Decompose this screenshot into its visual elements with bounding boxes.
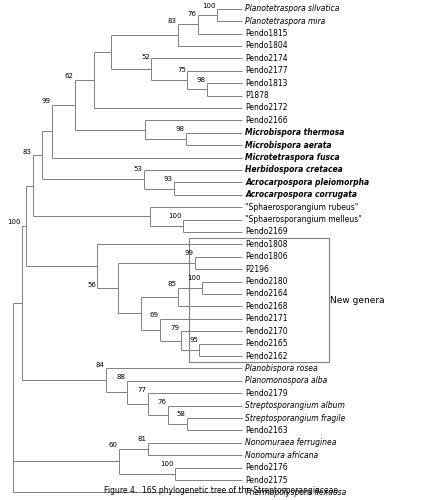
Text: 99: 99 <box>41 98 50 104</box>
Text: P2196: P2196 <box>245 264 269 274</box>
Text: Microbispora aerata: Microbispora aerata <box>245 140 332 149</box>
Text: 76: 76 <box>187 12 197 18</box>
Text: Pendo2176: Pendo2176 <box>245 463 288 472</box>
Text: Pendo2164: Pendo2164 <box>245 290 288 298</box>
Text: 84: 84 <box>95 362 104 368</box>
Text: Pendo2168: Pendo2168 <box>245 302 288 311</box>
Text: Acrocarpospora corrugata: Acrocarpospora corrugata <box>245 190 357 200</box>
Text: 52: 52 <box>141 54 150 60</box>
Text: 95: 95 <box>189 337 198 343</box>
Text: 88: 88 <box>116 374 125 380</box>
Text: Planotetraspora mira: Planotetraspora mira <box>245 16 325 26</box>
Text: Pendo2179: Pendo2179 <box>245 388 288 398</box>
Text: 58: 58 <box>177 412 186 418</box>
Text: "Sphaerosporangium melleus": "Sphaerosporangium melleus" <box>245 215 362 224</box>
Text: Pendo1808: Pendo1808 <box>245 240 288 249</box>
Text: 56: 56 <box>87 282 96 288</box>
Text: Pendo2169: Pendo2169 <box>245 228 288 236</box>
Text: Pendo2171: Pendo2171 <box>245 314 288 324</box>
Text: Thermopolyspora flexuosa: Thermopolyspora flexuosa <box>245 488 346 497</box>
Text: 83: 83 <box>167 18 176 24</box>
Text: Pendo2172: Pendo2172 <box>245 104 288 112</box>
Text: 69: 69 <box>149 312 159 318</box>
Text: Streptosporangium fragile: Streptosporangium fragile <box>245 414 345 422</box>
Text: 60: 60 <box>109 442 118 448</box>
Text: 81: 81 <box>137 436 147 442</box>
Text: Pendo2165: Pendo2165 <box>245 339 288 348</box>
Text: Planomonospora alba: Planomonospora alba <box>245 376 327 386</box>
Text: Pendo2174: Pendo2174 <box>245 54 288 63</box>
Text: New genera: New genera <box>330 296 385 304</box>
Text: 62: 62 <box>64 74 73 80</box>
Text: Microbispora thermosa: Microbispora thermosa <box>245 128 345 138</box>
Text: Pendo1815: Pendo1815 <box>245 29 288 38</box>
Text: 100: 100 <box>187 275 201 281</box>
Text: 53: 53 <box>134 166 143 172</box>
Text: Nonomura africana: Nonomura africana <box>245 450 318 460</box>
Text: Planobispora rosea: Planobispora rosea <box>245 364 318 373</box>
Text: 100: 100 <box>160 461 173 467</box>
Text: 100: 100 <box>202 3 216 9</box>
Text: Pendo1813: Pendo1813 <box>245 78 288 88</box>
Text: 100: 100 <box>7 220 20 226</box>
Text: Planotetraspora silvatica: Planotetraspora silvatica <box>245 4 340 14</box>
Text: Pendo2177: Pendo2177 <box>245 66 288 76</box>
Text: 85: 85 <box>167 281 176 287</box>
Text: 83: 83 <box>22 148 32 154</box>
Text: Pendo2170: Pendo2170 <box>245 326 288 336</box>
Text: Figure 4.  16S phylogenetic tree of the Streptosporangiaceae.: Figure 4. 16S phylogenetic tree of the S… <box>104 486 340 495</box>
Text: Acrocarpospora pleiomorpha: Acrocarpospora pleiomorpha <box>245 178 369 187</box>
Text: 76: 76 <box>158 399 167 405</box>
Text: Herbidospora cretacea: Herbidospora cretacea <box>245 166 343 174</box>
Text: Microtetraspora fusca: Microtetraspora fusca <box>245 153 340 162</box>
Text: Pendo1804: Pendo1804 <box>245 42 288 50</box>
Text: 99: 99 <box>185 250 194 256</box>
Text: 98: 98 <box>197 76 206 82</box>
Text: 98: 98 <box>175 126 184 132</box>
Text: Nonomuraea ferruginea: Nonomuraea ferruginea <box>245 438 337 448</box>
Text: Pendo2180: Pendo2180 <box>245 277 288 286</box>
Text: Pendo2166: Pendo2166 <box>245 116 288 125</box>
Text: Pendo2163: Pendo2163 <box>245 426 288 435</box>
Text: 100: 100 <box>168 213 182 219</box>
Text: 77: 77 <box>137 386 147 392</box>
Text: 75: 75 <box>177 66 186 72</box>
Text: "Sphaerosporangium rubeus": "Sphaerosporangium rubeus" <box>245 202 358 211</box>
Text: Pendo1806: Pendo1806 <box>245 252 288 262</box>
Text: 93: 93 <box>163 176 172 182</box>
Text: Streptosporangium album: Streptosporangium album <box>245 401 345 410</box>
Text: P1878: P1878 <box>245 91 269 100</box>
Text: 79: 79 <box>170 324 179 330</box>
Text: Pendo2162: Pendo2162 <box>245 352 288 360</box>
Text: Pendo2175: Pendo2175 <box>245 476 288 484</box>
